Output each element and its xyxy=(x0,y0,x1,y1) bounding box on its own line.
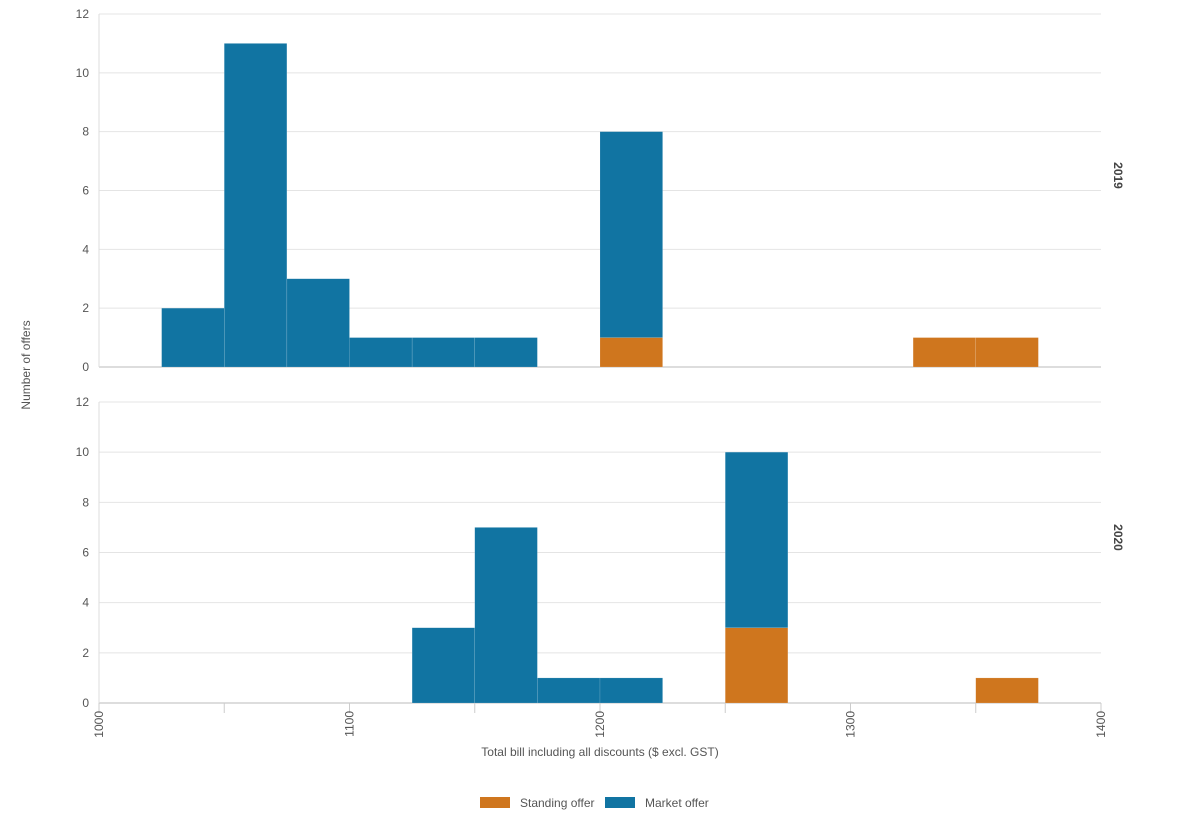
x-tick-label: 1100 xyxy=(343,711,357,737)
y-tick-label: 6 xyxy=(82,546,89,560)
bar-market-offer xyxy=(161,307,225,368)
bar-market-offer xyxy=(474,337,538,368)
bar-market-offer xyxy=(537,677,601,704)
y-tick-label: 6 xyxy=(82,184,89,198)
bar-market-offer xyxy=(599,131,663,338)
bar-market-offer xyxy=(411,627,475,704)
bar-market-offer xyxy=(474,527,538,704)
bar-market-offer xyxy=(349,337,413,368)
panel-label: 2019 xyxy=(1111,162,1125,189)
y-tick-label: 0 xyxy=(82,696,89,710)
y-tick-label: 8 xyxy=(82,495,89,509)
y-tick-label: 10 xyxy=(76,445,90,459)
y-axis-title: Number of offers xyxy=(19,320,33,409)
bar-market-offer xyxy=(286,278,350,368)
panel-label: 2020 xyxy=(1111,524,1125,551)
bar-standing-offer xyxy=(725,627,789,704)
legend-label-standing-offer: Standing offer xyxy=(520,796,595,810)
x-axis-title: Total bill including all discounts ($ ex… xyxy=(481,745,718,759)
bar-market-offer xyxy=(725,451,789,628)
bar-market-offer xyxy=(224,43,288,368)
y-tick-label: 2 xyxy=(82,646,89,660)
bar-standing-offer xyxy=(975,677,1039,704)
y-tick-label: 0 xyxy=(82,360,89,374)
bar-market-offer xyxy=(599,677,663,704)
y-tick-label: 12 xyxy=(76,395,90,409)
x-tick-label: 1200 xyxy=(593,711,607,738)
y-tick-label: 4 xyxy=(82,596,89,610)
y-tick-label: 4 xyxy=(82,242,89,256)
legend-swatch-market-offer xyxy=(605,797,635,808)
bar-market-offer xyxy=(411,337,475,368)
y-tick-label: 8 xyxy=(82,125,89,139)
bar-standing-offer xyxy=(599,337,663,368)
y-tick-label: 10 xyxy=(76,66,90,80)
legend-swatch-standing-offer xyxy=(480,797,510,808)
y-tick-label: 12 xyxy=(76,7,90,21)
bar-standing-offer xyxy=(975,337,1039,368)
x-tick-label: 1300 xyxy=(844,711,858,738)
x-tick-label: 1000 xyxy=(92,711,106,738)
x-tick-label: 1400 xyxy=(1094,711,1108,738)
legend-label-market-offer: Market offer xyxy=(645,796,709,810)
bar-standing-offer xyxy=(912,337,976,368)
y-tick-label: 2 xyxy=(82,301,89,315)
